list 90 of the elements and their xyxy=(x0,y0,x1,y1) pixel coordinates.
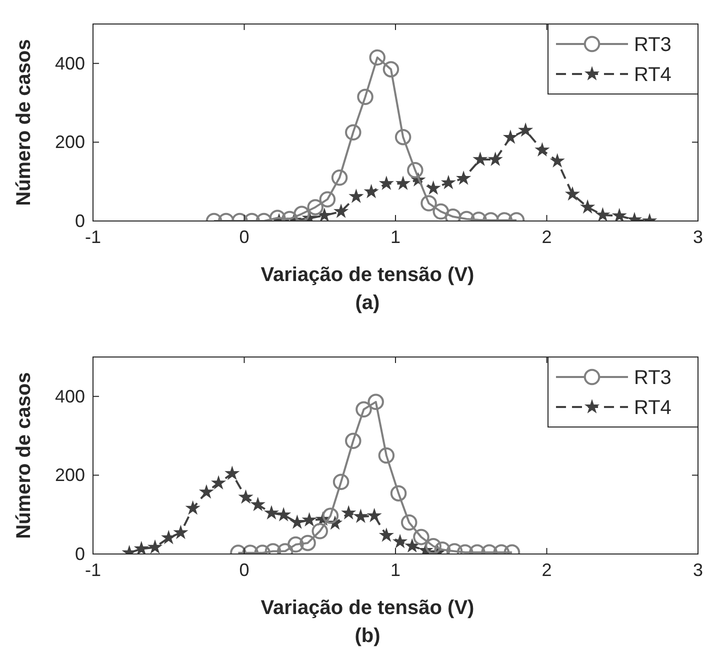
point xyxy=(581,200,594,213)
text: (a) xyxy=(355,292,380,314)
x-tick-label: 0 xyxy=(239,560,250,580)
point xyxy=(380,528,393,542)
point xyxy=(277,508,290,521)
point xyxy=(504,130,517,144)
point xyxy=(406,539,419,552)
point xyxy=(407,162,424,178)
x-tick-label: -1 xyxy=(84,560,102,580)
point xyxy=(396,176,410,190)
text: (b) xyxy=(354,625,380,647)
point xyxy=(302,513,316,526)
x-tick-label: 0 xyxy=(239,227,250,247)
point xyxy=(294,206,310,221)
point xyxy=(319,191,336,208)
point xyxy=(174,526,188,538)
y-tick-label: 0 xyxy=(74,544,85,564)
point xyxy=(322,508,339,524)
x-tick-label: 3 xyxy=(692,227,704,247)
point xyxy=(251,498,264,510)
point xyxy=(368,508,381,522)
point xyxy=(239,490,252,503)
point xyxy=(148,540,162,553)
point xyxy=(162,531,176,544)
point xyxy=(413,528,430,546)
y-tick-label: 200 xyxy=(54,132,85,152)
x-tick-label: 2 xyxy=(542,227,552,247)
point xyxy=(612,209,626,221)
point xyxy=(394,128,412,146)
point xyxy=(226,466,239,480)
point xyxy=(394,534,407,548)
point xyxy=(332,474,350,490)
point xyxy=(186,501,200,514)
point xyxy=(354,510,368,522)
point xyxy=(382,61,400,78)
point xyxy=(334,204,348,218)
point xyxy=(200,485,213,498)
x-tick-label: 1 xyxy=(390,227,401,247)
legend-label: RT3 xyxy=(634,367,672,389)
point xyxy=(345,432,362,450)
point xyxy=(364,185,378,198)
point xyxy=(488,152,502,166)
legend-label: RT4 xyxy=(634,64,672,86)
point xyxy=(420,195,437,212)
point xyxy=(369,49,386,66)
point xyxy=(442,176,455,188)
legend-label: RT3 xyxy=(634,34,672,56)
x-axis-title: Variação de tensão (V) xyxy=(260,264,474,286)
point xyxy=(288,536,304,553)
x-tick-label: 2 xyxy=(542,560,552,580)
y-tick-label: 400 xyxy=(54,386,85,406)
y-tick-label: 200 xyxy=(54,465,85,486)
point xyxy=(342,506,356,519)
x-tick-label: 1 xyxy=(390,560,401,580)
y-tick-label: 0 xyxy=(74,211,85,231)
point xyxy=(390,485,407,502)
point xyxy=(264,506,278,519)
point xyxy=(432,203,450,220)
point xyxy=(331,170,348,186)
point xyxy=(550,154,564,167)
point xyxy=(300,534,316,552)
point xyxy=(212,476,226,489)
point xyxy=(134,542,148,554)
point xyxy=(307,199,324,216)
point xyxy=(474,152,487,166)
point xyxy=(596,208,610,221)
point xyxy=(566,187,579,200)
point xyxy=(378,447,395,464)
point xyxy=(519,124,532,136)
point xyxy=(368,394,384,410)
point xyxy=(426,181,440,194)
x-tick-label: -1 xyxy=(84,227,102,247)
point xyxy=(350,190,363,202)
legend-label: RT4 xyxy=(634,397,672,419)
x-tick-label: 3 xyxy=(692,560,704,580)
y-axis-title: Número de casos xyxy=(13,39,35,206)
point xyxy=(457,172,470,184)
y-axis-title: Número de casos xyxy=(13,372,35,539)
point xyxy=(318,208,331,221)
point xyxy=(290,516,304,528)
point xyxy=(312,523,328,540)
point xyxy=(536,143,549,156)
point xyxy=(357,88,374,106)
point xyxy=(356,401,372,418)
point xyxy=(380,176,393,190)
point xyxy=(400,514,418,531)
x-axis-title: Variação de tensão (V) xyxy=(260,597,474,619)
y-tick-label: 400 xyxy=(54,53,85,74)
point xyxy=(345,124,362,140)
point xyxy=(425,538,442,554)
